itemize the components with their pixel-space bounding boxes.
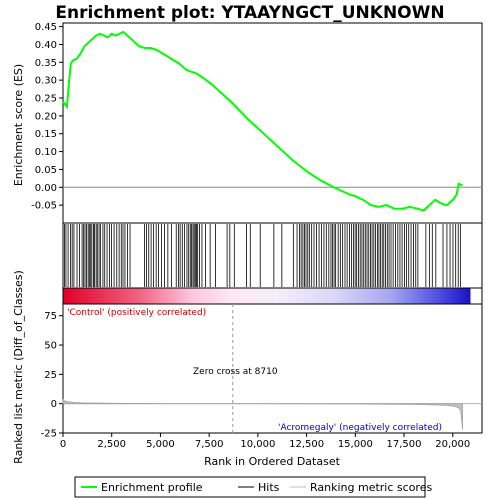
metric-xtick-label-7: 17,500 [387,439,422,450]
metric-xtick-label-3: 7,500 [195,439,224,450]
enrichment-profile-line [62,30,463,212]
es-ytick-label-2: 0.05 [35,165,57,176]
metric-xtick-label-0: 0 [60,439,66,450]
es-panel [62,22,483,224]
legend-label-enrichment: Enrichment profile [101,481,203,494]
es-ytick-label-3: 0.10 [35,147,57,158]
es-ytick-label-9: 0.40 [35,40,57,51]
es-ytick-label-8: 0.35 [35,58,57,69]
rank-gradient-fill [63,288,471,304]
metric-ytick-label-1: 0 [51,399,57,410]
metric-xtick-label-6: 15,000 [338,439,373,450]
chart-title: Enrichment plot: YTAAYNGCT_UNKNOWN [55,3,444,23]
ranking-metric-area [62,398,463,430]
metric-ytick-label-3: 50 [44,341,57,352]
positive-class-label: 'Control' (positively correlated) [67,308,206,318]
metric-xtick-label-2: 5,000 [146,439,175,450]
metric-xlabel: Rank in Ordered Dataset [204,455,341,468]
legend-label-ranking: Ranking metric scores [310,481,432,494]
es-ylabel: Enrichment score (ES) [12,64,25,186]
metric-xtick-label-8: 20,000 [435,439,470,450]
legend-label-hits: Hits [258,481,280,494]
es-ytick-label-6: 0.25 [35,94,57,105]
es-ytick-label-4: 0.15 [35,129,57,140]
es-ytick-label-7: 0.30 [35,76,57,87]
metric-xtick-label-1: 2,500 [97,439,126,450]
metric-ytick-label-2: 25 [44,370,57,381]
zero-cross-label: Zero cross at 8710 [193,367,278,377]
metric-panel [62,303,483,434]
es-ytick-label-1: 0.00 [35,183,57,194]
metric-ytick-label-4: 75 [44,311,57,322]
es-ytick-label-10: 0.45 [35,22,57,33]
metric-ylabel: Ranked list metric (Diff_of_Classes) [12,270,25,464]
es-ytick-label-5: 0.20 [35,111,57,122]
es-ytick-label-0: -0.05 [31,201,57,212]
metric-xtick-label-4: 10,000 [240,439,275,450]
negative-class-label: 'Acromegaly' (negatively correlated) [278,423,442,433]
metric-ytick-label-0: -25 [41,429,57,440]
hits-panel [62,222,483,289]
metric-xtick-label-5: 12,500 [289,439,324,450]
